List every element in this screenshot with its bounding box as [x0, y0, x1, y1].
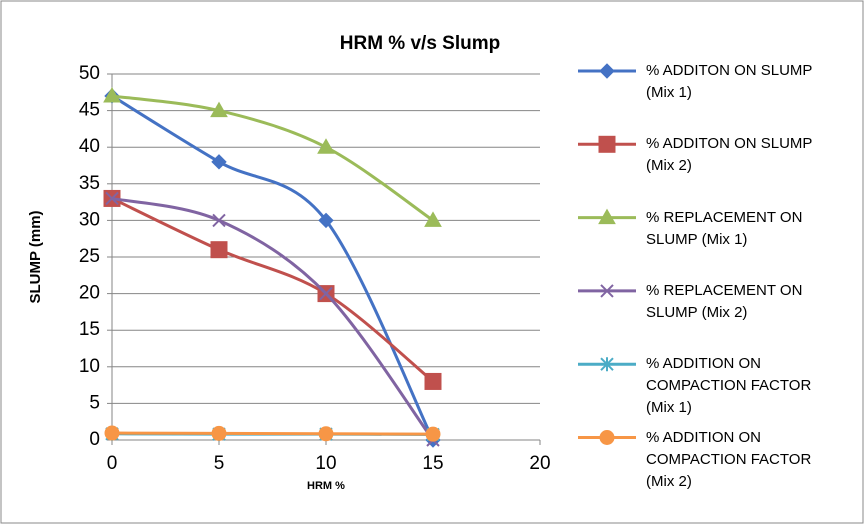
y-tick-label: 5 [89, 392, 100, 413]
marker [317, 138, 335, 154]
series-line [111, 197, 434, 383]
marker [319, 286, 333, 301]
y-tick-label: 25 [79, 246, 100, 267]
series-line [111, 94, 434, 222]
y-tick-label: 20 [79, 283, 100, 304]
marker [318, 426, 334, 442]
y-tick-label: 40 [79, 136, 100, 157]
y-tick-label: 10 [79, 356, 100, 377]
x-tick-label: 5 [214, 453, 225, 474]
x-tick-label: 10 [315, 453, 336, 474]
marker [211, 425, 227, 441]
series-line [111, 94, 435, 441]
marker [105, 191, 119, 206]
x-tick-label: 20 [529, 453, 550, 474]
legend-label: % REPLACEMENT ON SLUMP (Mix 2) [646, 281, 803, 321]
marker [211, 154, 227, 170]
marker [424, 372, 442, 390]
y-tick-label: 15 [79, 319, 100, 340]
marker [600, 357, 614, 372]
legend-label: % ADDITON ON SLUMP (Mix 1) [646, 62, 813, 101]
legend-label: % REPLACEMENT ON SLUMP (Mix 1) [646, 208, 803, 248]
marker [210, 101, 228, 118]
marker [424, 211, 442, 227]
y-axis-label: SLUMP (mm) [27, 210, 44, 303]
marker [425, 426, 441, 442]
marker [212, 213, 226, 228]
chart-title: HRM % v/s Slump [340, 33, 500, 54]
y-tick-label: 50 [79, 63, 100, 84]
y-tick-label: 30 [79, 209, 100, 230]
series-line [111, 196, 435, 441]
marker [103, 86, 121, 103]
y-tick-label: 45 [79, 100, 100, 121]
series [103, 86, 442, 227]
marker [598, 208, 616, 225]
y-tick-label: 0 [89, 429, 100, 450]
series-line [111, 431, 434, 436]
marker [104, 425, 120, 441]
x-tick-label: 0 [107, 453, 118, 474]
legend-label: % ADDITION ON COMPACTION FACTOR (Mix 1) [646, 355, 812, 417]
marker [600, 284, 614, 298]
marker [599, 63, 615, 79]
x-axis-label: HRM % [307, 480, 345, 492]
y-tick-label: 35 [79, 173, 100, 194]
legend-label: % ADDITION ON COMPACTION FACTOR (Mix 2) [646, 428, 812, 490]
marker [598, 135, 616, 153]
marker [318, 212, 334, 229]
series [105, 191, 440, 447]
legend-label: % ADDITON ON SLUMP (Mix 2) [646, 135, 813, 175]
x-tick-label: 15 [422, 453, 443, 474]
series [104, 425, 441, 442]
marker [599, 430, 615, 445]
marker [210, 241, 228, 259]
